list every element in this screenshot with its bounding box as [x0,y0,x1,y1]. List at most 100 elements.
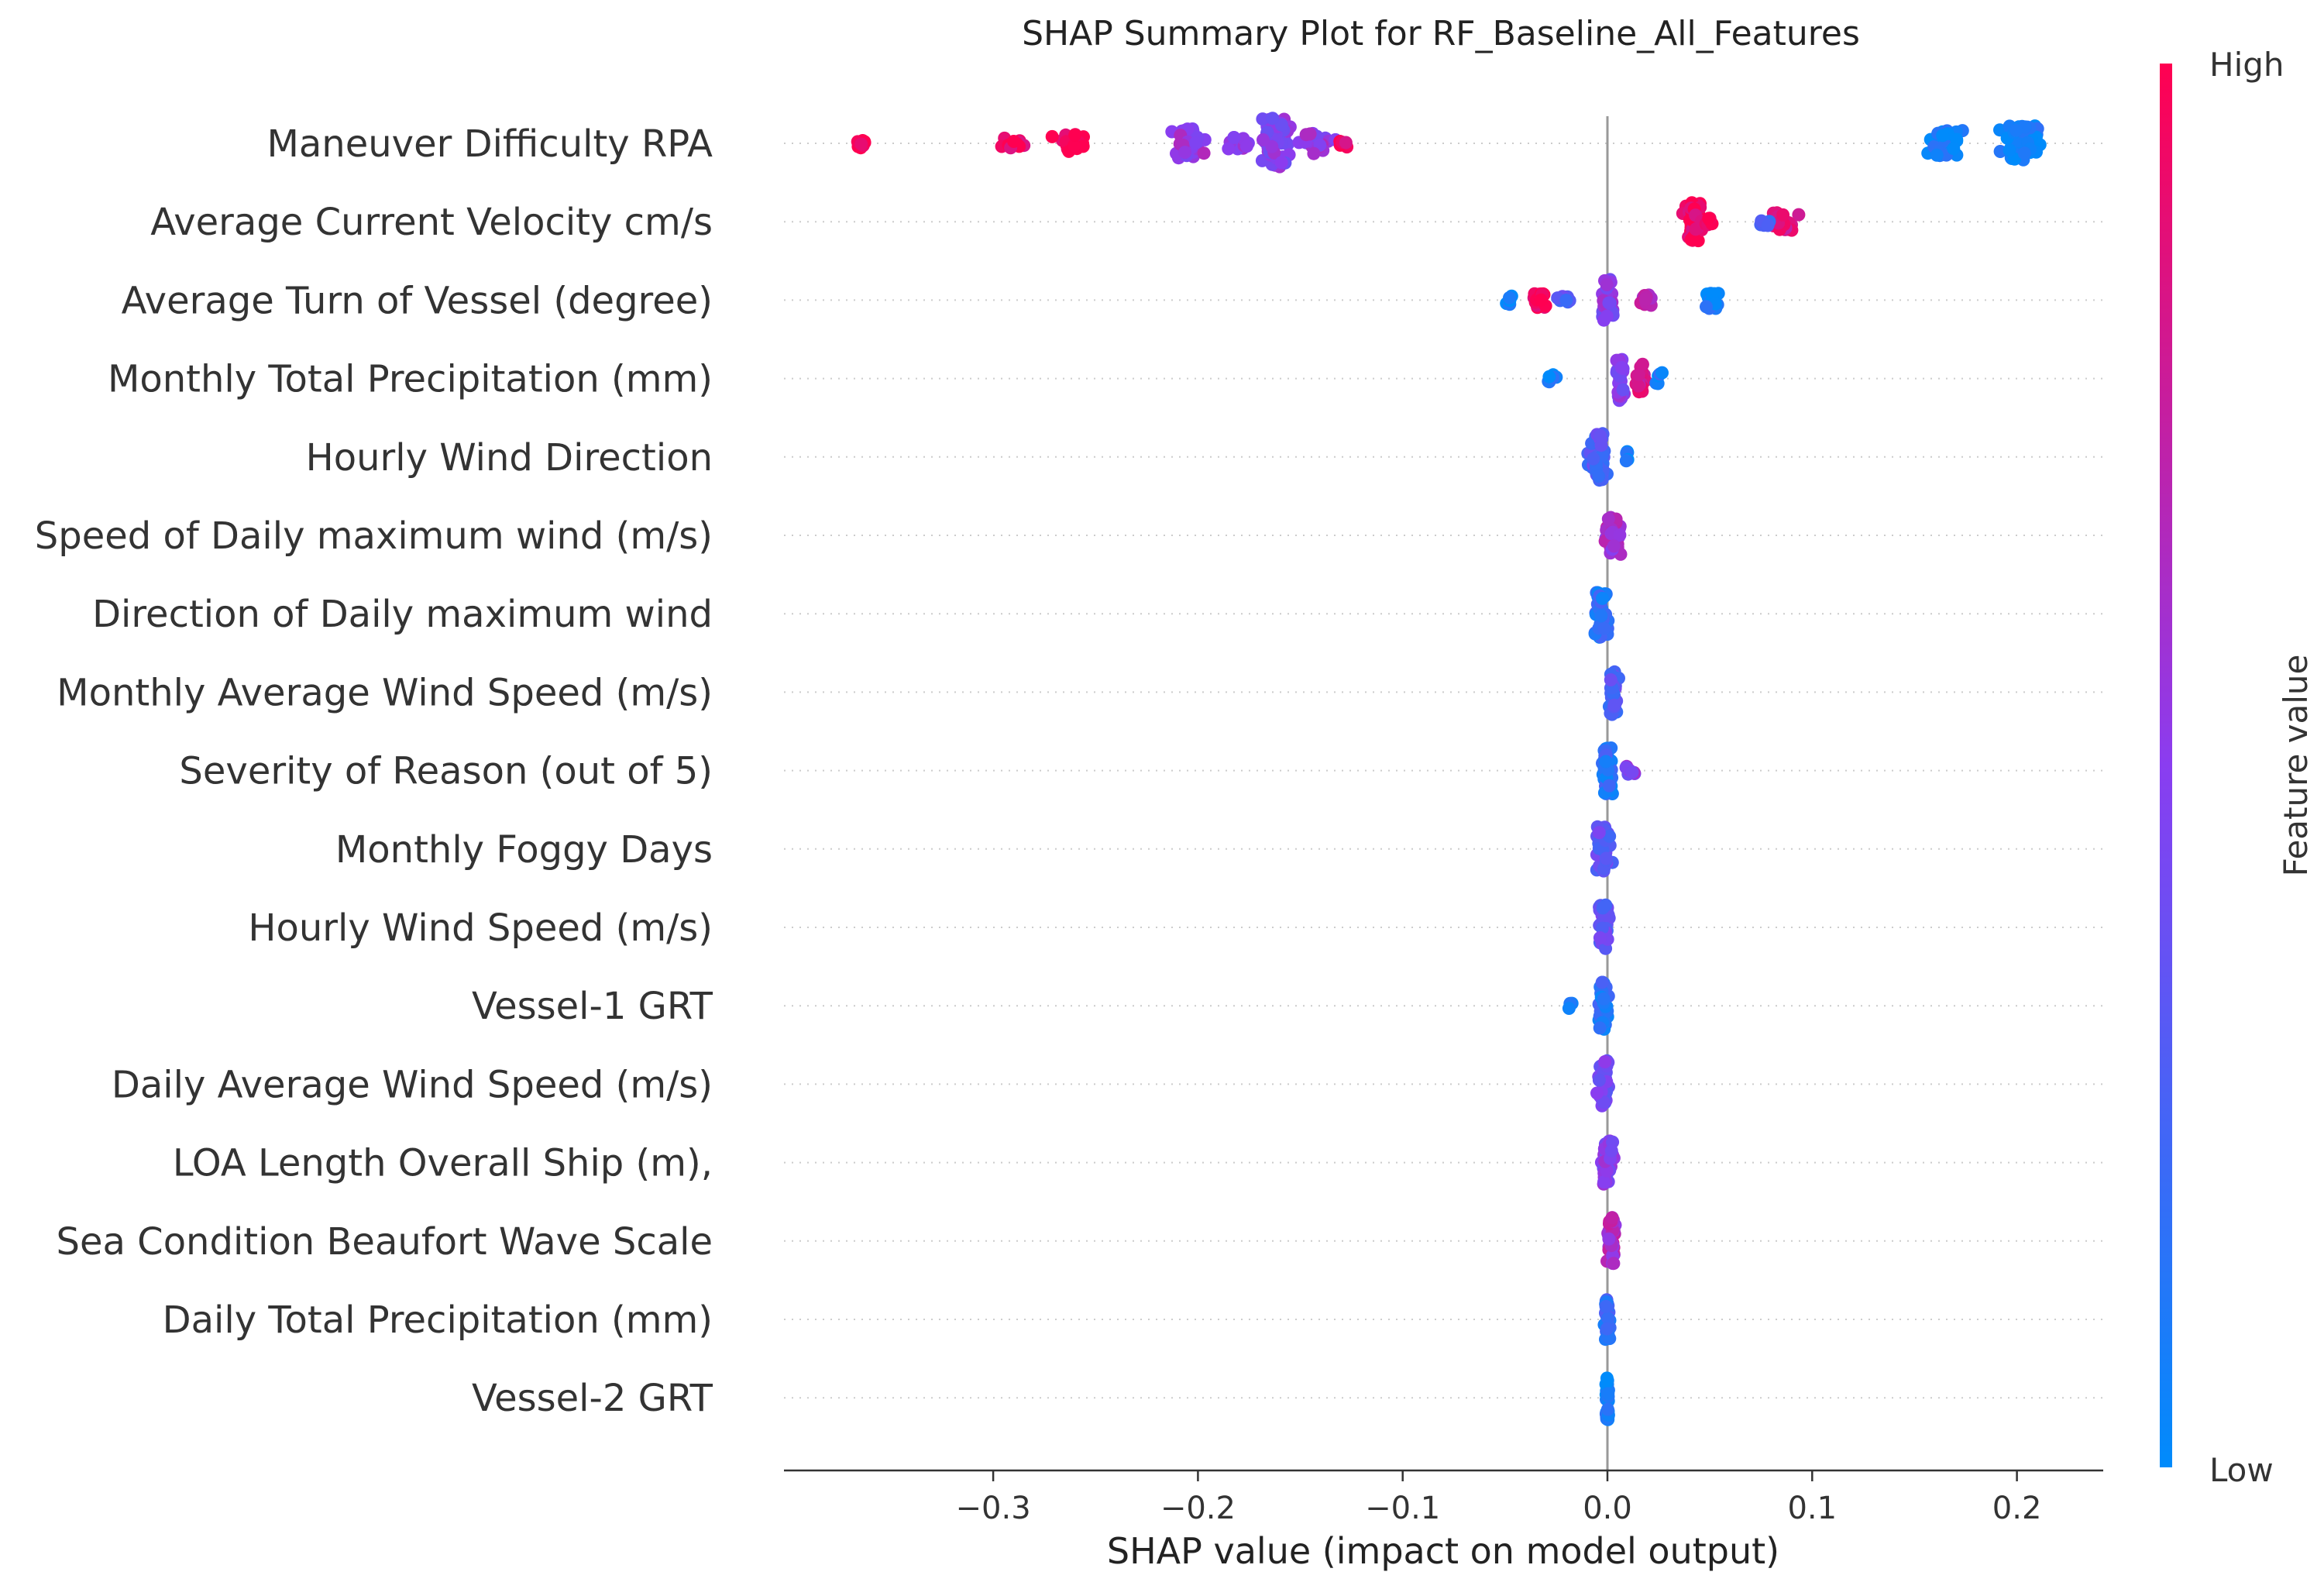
feature-label: Sea Condition Beaufort Wave Scale [57,1220,713,1264]
shap-point [1339,136,1353,150]
shap-point [1596,591,1609,605]
shap-point [1222,142,1236,156]
shap-point [1598,1055,1612,1068]
shap-point [1761,218,1775,232]
shap-point [1189,136,1202,150]
shap-point [1602,1232,1616,1246]
shap-point [1592,1073,1606,1087]
shap-point [1592,469,1606,483]
shap-point [1534,293,1548,307]
shap-point [1593,1021,1607,1035]
x-axis-ticks: −0.3 −0.2 −0.1 0.0 0.1 0.2 [956,1470,2042,1526]
shap-point [1593,931,1607,944]
shap-point [1068,128,1082,142]
x-tick-label: 0.2 [1992,1491,2042,1526]
shap-point [1256,112,1270,126]
feature-label: Speed of Daily maximum wind (m/s) [35,514,713,558]
feature-label: Vessel-2 GRT [472,1377,713,1420]
shap-point [1632,368,1645,382]
shap-point [1600,278,1614,291]
shap-point [1542,370,1556,383]
feature-gridlines [784,143,2103,1399]
shap-point [1597,621,1611,635]
shap-point [1562,1002,1576,1015]
shap-point [1776,208,1790,222]
feature-label: Severity of Reason (out of 5) [179,750,713,793]
x-tick-label: −0.1 [1365,1491,1440,1526]
shap-point [1045,129,1059,143]
shap-point [1607,539,1621,553]
shap-point [1625,765,1639,779]
shap-point [1600,1322,1614,1336]
chart-title: SHAP Summary Plot for RF_Baseline_All_Fe… [1022,14,1860,53]
shap-point [1655,366,1669,380]
feature-label: Hourly Wind Speed (m/s) [248,906,713,950]
shap-point [1600,309,1614,323]
shap-points [851,112,2047,1426]
shap-point [1599,1299,1613,1313]
shap-point [1702,212,1716,225]
shap-point [2003,143,2016,157]
shap-point [854,137,868,151]
shap-point [2017,146,2031,160]
shap-point [1595,975,1609,989]
shap-point [1303,127,1317,141]
shap-point [1607,1257,1621,1271]
shap-point [1599,755,1613,769]
shap-point [1700,300,1713,314]
x-tick-label: 0.1 [1787,1491,1837,1526]
shap-point [1600,1402,1614,1416]
shap-point [1602,779,1616,793]
colorbar-title: Feature value [2277,655,2315,877]
shap-point [1007,135,1021,148]
shap-point [1930,148,1944,162]
shap-point [1274,118,1288,132]
colorbar-low-label: Low [2209,1451,2274,1489]
shap-point [1593,429,1607,442]
feature-label: Monthly Total Precipitation (mm) [108,358,713,401]
shap-point [1613,528,1627,542]
shap-point [1266,112,1280,126]
feature-label: Vessel-1 GRT [472,985,713,1028]
shap-point [1604,1144,1618,1157]
shap-point [1274,156,1288,170]
shap-point [1178,146,1192,160]
feature-label: Daily Total Precipitation (mm) [163,1298,713,1342]
shap-point [1239,139,1253,153]
shap-point [1604,673,1618,686]
shap-point [1227,131,1241,144]
shap-point [1602,296,1616,310]
shap-point [1197,146,1211,160]
feature-labels: Maneuver Difficulty RPA Average Current V… [35,122,713,1420]
shap-point [1599,851,1613,865]
feature-label: Monthly Average Wind Speed (m/s) [57,671,713,714]
shap-point [1601,1387,1615,1401]
shap-point [1638,293,1652,306]
shap-point [1592,826,1606,840]
shap-point [1603,829,1617,843]
feature-label: Average Turn of Vessel (degree) [122,279,713,322]
shap-point [1596,901,1610,915]
shap-point [1619,454,1633,468]
feature-label: Monthly Foggy Days [335,828,713,872]
shap-point [1616,383,1630,397]
shap-point [1587,452,1600,466]
shap-point [1684,232,1698,246]
shap-point [1559,294,1573,307]
feature-label: LOA Length Overall Ship (m), [173,1142,713,1185]
shap-point [1067,139,1081,153]
shap-point [1601,1312,1615,1326]
shap-point [1635,357,1649,371]
shap-point [1605,1211,1619,1225]
feature-label: Maneuver Difficulty RPA [266,122,713,166]
shap-point [1936,129,1950,143]
shap-point [1597,1095,1611,1109]
shap-point [1792,208,1806,222]
shap-point [1257,133,1270,146]
shap-point [1597,1175,1611,1189]
shap-point [1601,512,1615,526]
x-tick-label: −0.3 [956,1491,1031,1526]
feature-label: Direction of Daily maximum wind [92,593,713,636]
shap-point [1503,291,1516,304]
